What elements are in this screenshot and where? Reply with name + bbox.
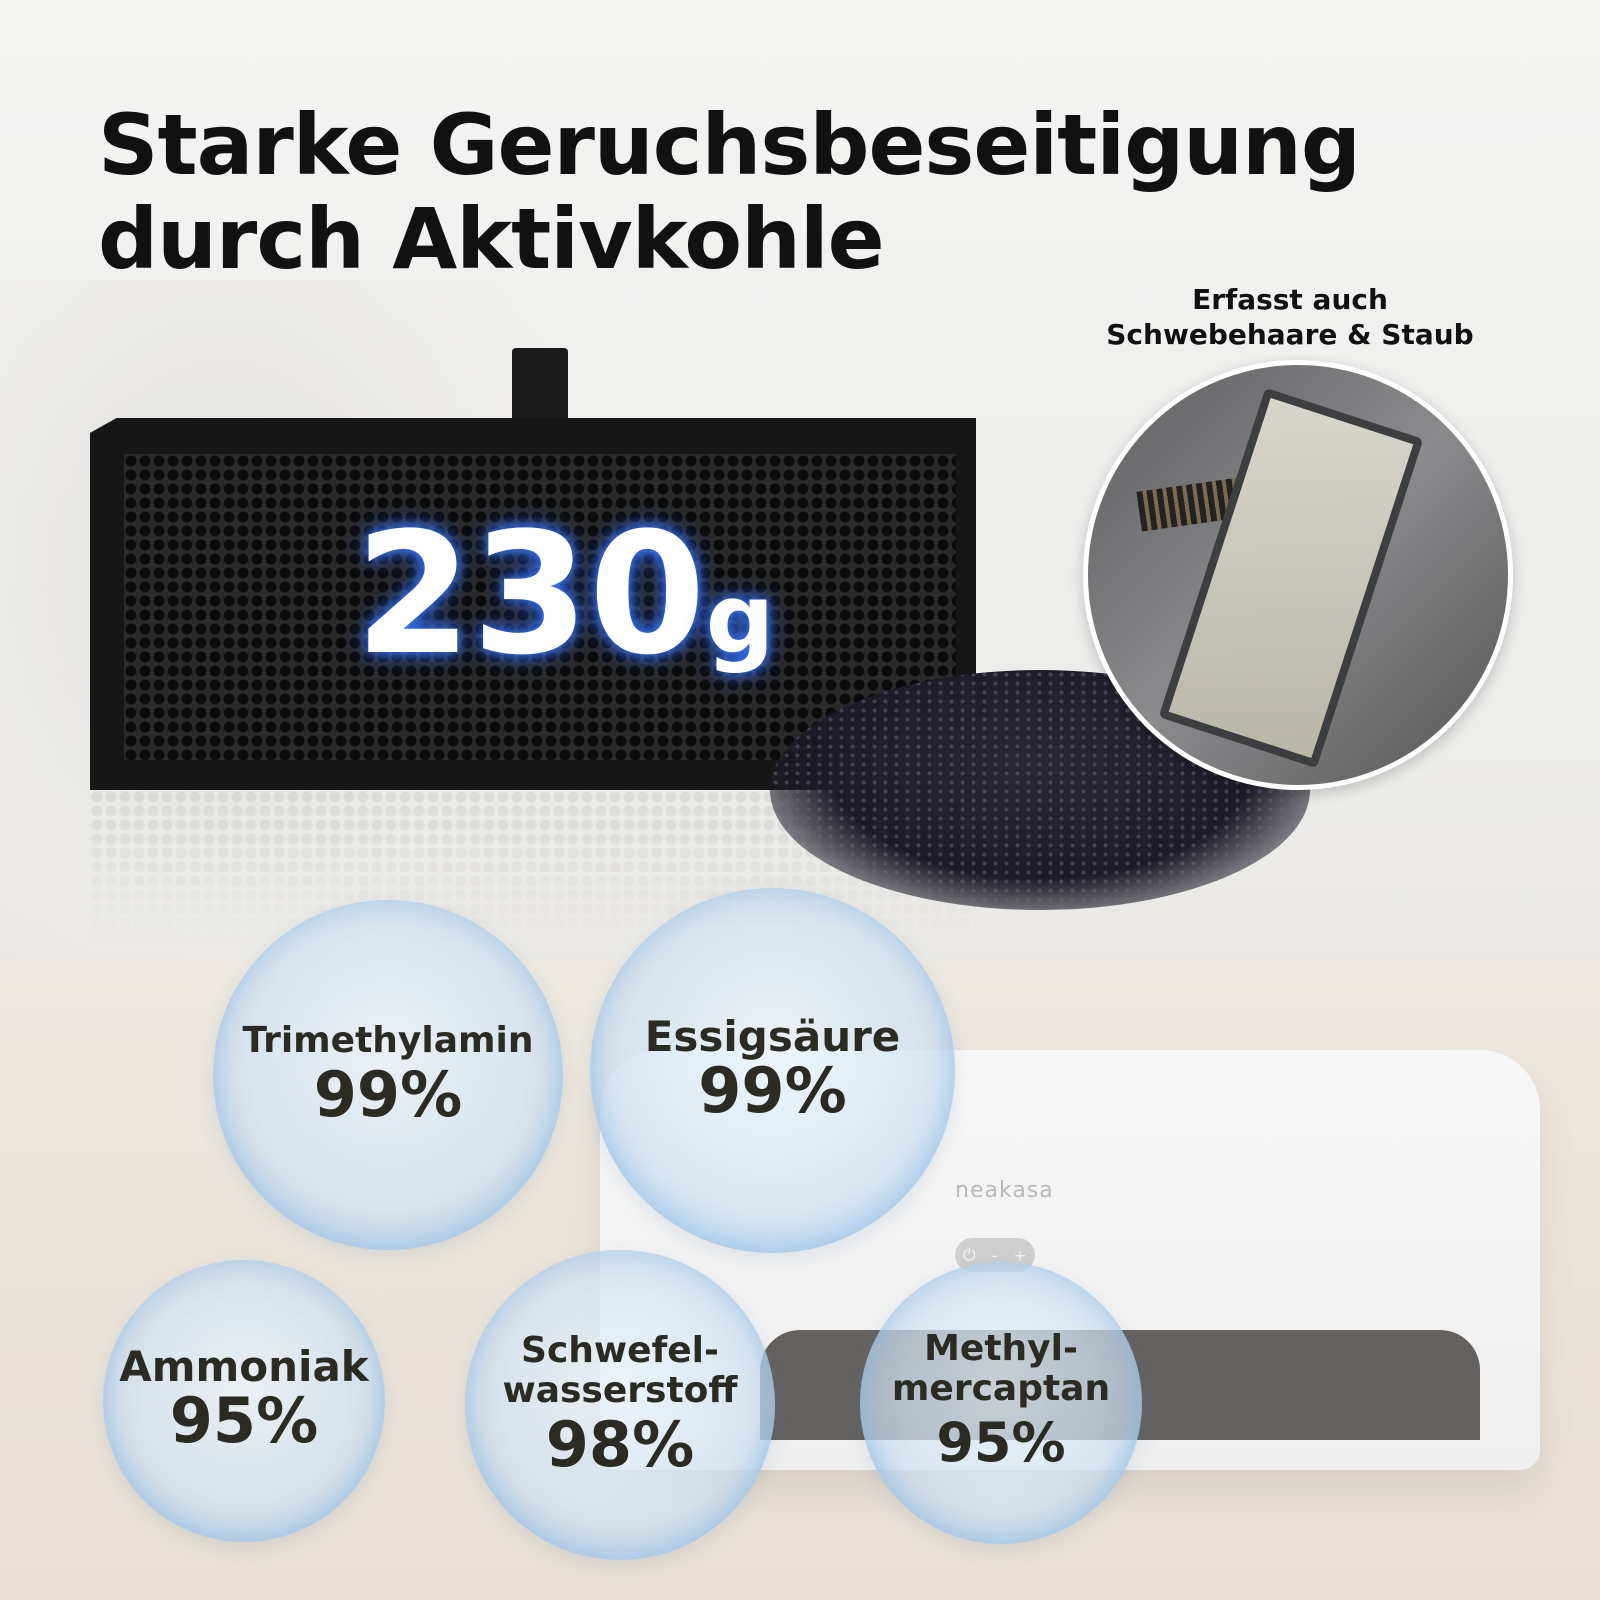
weight-unit: g <box>705 563 775 675</box>
bubble-ammoniak: Ammoniak 95% <box>103 1260 385 1542</box>
headline-line-1: Starke Geruchsbeseitigung <box>98 96 1361 194</box>
headline: Starke Geruchsbeseitigung durch Aktivkoh… <box>98 96 1361 288</box>
weight-value: 230 <box>355 496 706 692</box>
minus-icon: - <box>991 1245 998 1265</box>
headline-line-2: durch Aktivkohle <box>98 190 885 288</box>
bubble-trimethylamin: Trimethylamin 99% <box>213 900 563 1250</box>
bubble-label-line-1: Methyl- <box>924 1328 1078 1369</box>
dust-filter-photo <box>1083 360 1513 790</box>
device-brand-logo: neakasa <box>955 1178 1054 1203</box>
bubble-label: Trimethylamin <box>242 1020 534 1061</box>
honeycomb-mesh <box>124 454 956 760</box>
bubble-label-line-2: wasserstoff <box>502 1370 738 1411</box>
dusty-filter <box>1158 387 1424 769</box>
inset-caption: Erfasst auch Schwebehaare & Staub <box>1090 282 1490 352</box>
bubble-percent: 98% <box>545 1408 695 1481</box>
bubble-schwefelwasserstoff: Schwefel- wasserstoff 98% <box>465 1250 775 1560</box>
bubble-methylmercaptan: Methyl- mercaptan 95% <box>860 1262 1142 1544</box>
plus-icon: + <box>1013 1245 1027 1265</box>
bubble-percent: 95% <box>936 1411 1066 1474</box>
carbon-weight: 230g <box>355 510 774 678</box>
filter-pull-tab <box>512 348 568 428</box>
bubble-percent: 99% <box>313 1058 463 1131</box>
bubble-essigsaeure: Essigsäure 99% <box>590 888 955 1253</box>
power-icon: ⏻ <box>963 1245 976 1264</box>
bubble-label: Essigsäure <box>644 1011 901 1061</box>
bubble-label-line-2: mercaptan <box>891 1368 1111 1409</box>
bubble-percent: 99% <box>698 1053 847 1127</box>
bubble-label: Ammoniak <box>119 1342 369 1391</box>
bubble-label-line-1: Schwefel- <box>521 1330 719 1371</box>
caption-line-1: Erfasst auch <box>1192 283 1388 316</box>
bubble-percent: 95% <box>169 1384 319 1457</box>
caption-line-2: Schwebehaare & Staub <box>1106 318 1474 351</box>
